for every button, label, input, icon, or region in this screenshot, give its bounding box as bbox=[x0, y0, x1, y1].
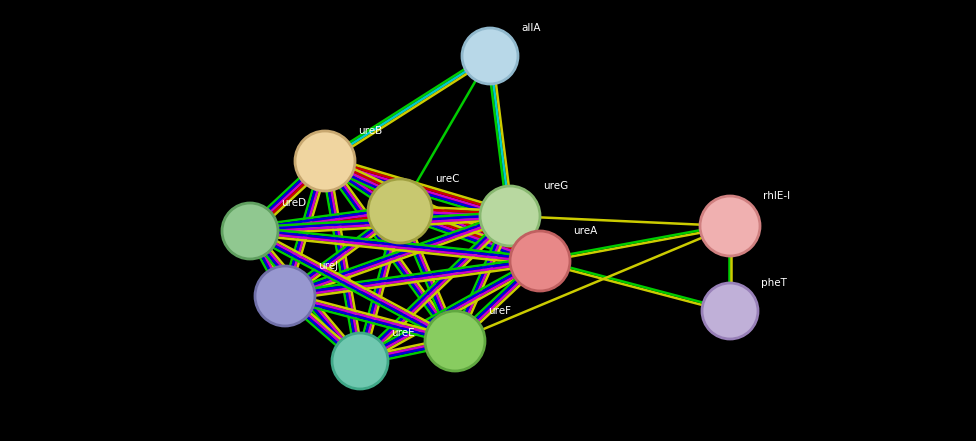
Circle shape bbox=[368, 179, 432, 243]
Text: pheT: pheT bbox=[761, 278, 787, 288]
Text: ureF: ureF bbox=[488, 306, 511, 316]
Circle shape bbox=[255, 266, 315, 326]
Circle shape bbox=[222, 203, 278, 259]
Circle shape bbox=[332, 333, 388, 389]
Circle shape bbox=[702, 283, 758, 339]
Text: ureA: ureA bbox=[573, 226, 597, 236]
Text: allA: allA bbox=[521, 23, 541, 33]
Circle shape bbox=[700, 196, 760, 256]
Text: ureC: ureC bbox=[435, 174, 460, 184]
Circle shape bbox=[425, 311, 485, 371]
Text: ureD: ureD bbox=[281, 198, 306, 208]
Text: ureG: ureG bbox=[543, 181, 568, 191]
Text: ureB: ureB bbox=[358, 126, 383, 136]
Circle shape bbox=[462, 28, 518, 84]
Circle shape bbox=[295, 131, 355, 191]
Circle shape bbox=[510, 231, 570, 291]
Text: rhIE-I: rhIE-I bbox=[763, 191, 791, 201]
Text: ureE: ureE bbox=[391, 328, 415, 338]
Circle shape bbox=[480, 186, 540, 246]
Text: ureJ: ureJ bbox=[318, 261, 338, 271]
